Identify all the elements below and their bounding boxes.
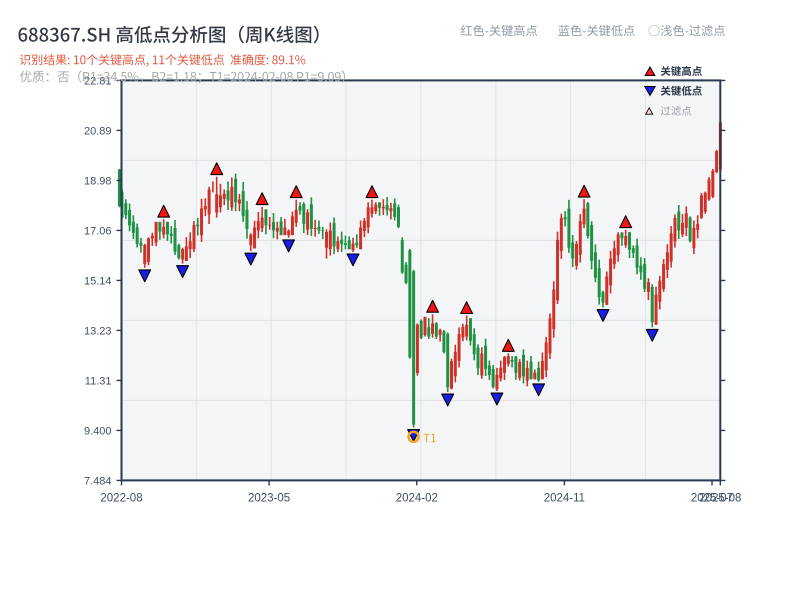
svg-text:22.81: 22.81 — [84, 75, 112, 87]
svg-text:2023-05: 2023-05 — [248, 493, 290, 505]
svg-text:18.98: 18.98 — [84, 175, 112, 187]
svg-text:2022-08: 2022-08 — [100, 493, 142, 505]
svg-text:2024-02: 2024-02 — [396, 493, 438, 505]
svg-text:2024-11: 2024-11 — [544, 493, 585, 505]
svg-text:7.484: 7.484 — [84, 475, 112, 487]
svg-text:13.23: 13.23 — [84, 325, 112, 337]
svg-text:2025-07: 2025-07 — [691, 493, 733, 505]
svg-text:9.400: 9.400 — [84, 425, 112, 437]
svg-text:11.31: 11.31 — [85, 375, 112, 387]
svg-text:2025-08: 2025-08 — [699, 493, 741, 505]
svg-text:17.06: 17.06 — [84, 225, 112, 237]
svg-text:15.14: 15.14 — [84, 275, 112, 287]
svg-text:20.89: 20.89 — [84, 125, 112, 137]
